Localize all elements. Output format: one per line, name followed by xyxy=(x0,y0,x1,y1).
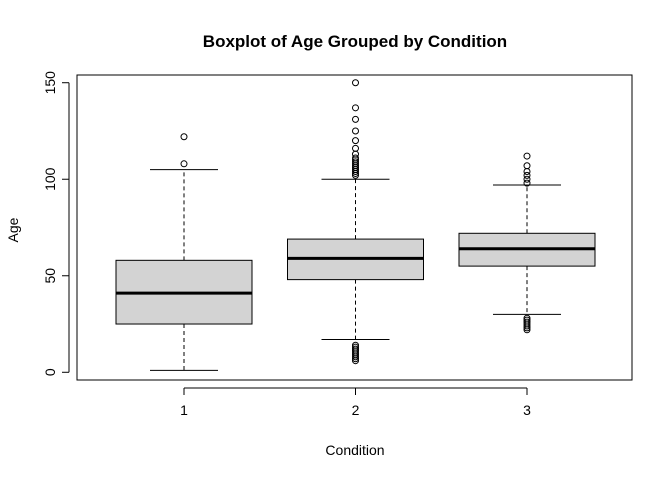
outlier-point xyxy=(523,171,531,179)
outlier-point xyxy=(352,79,359,87)
x-tick-label: 3 xyxy=(523,402,531,418)
y-tick-label: 100 xyxy=(42,167,58,191)
y-tick-label: 0 xyxy=(42,368,58,376)
outlier-point xyxy=(523,175,531,183)
box-group-2 xyxy=(287,79,424,365)
outlier-point xyxy=(352,154,359,162)
outlier-point xyxy=(352,127,359,135)
outlier-point xyxy=(523,316,531,324)
outlier-point xyxy=(352,144,359,152)
y-tick-label: 150 xyxy=(42,71,58,95)
outlier-point xyxy=(352,158,359,166)
plot-frame xyxy=(76,74,633,381)
box-group-1 xyxy=(115,133,253,371)
outlier-point xyxy=(352,345,359,353)
boxes xyxy=(115,79,596,371)
x-axis-label: Condition xyxy=(325,442,384,458)
outlier-point xyxy=(352,115,359,123)
y-axis: 0 50 100 150 xyxy=(42,71,70,376)
y-tick-label: 50 xyxy=(42,268,58,284)
outlier-point xyxy=(523,318,531,326)
box-group-3 xyxy=(458,152,596,334)
outlier-point xyxy=(523,179,531,187)
outlier-point xyxy=(523,162,531,170)
outlier-point xyxy=(180,160,188,168)
y-axis-label: Age xyxy=(5,217,21,242)
outlier-point xyxy=(352,150,359,158)
outlier-point xyxy=(523,314,531,322)
outlier-point xyxy=(352,341,359,349)
outlier-point xyxy=(180,133,188,141)
outlier-point xyxy=(523,152,531,160)
outlier-point xyxy=(352,104,359,112)
chart-title: Boxplot of Age Grouped by Condition xyxy=(203,32,507,51)
outlier-point xyxy=(352,343,359,351)
x-tick-label: 2 xyxy=(352,402,360,418)
x-axis: 1 2 3 xyxy=(180,387,531,418)
outlier-point xyxy=(352,137,359,145)
x-tick-label: 1 xyxy=(180,402,188,418)
outlier-point xyxy=(523,168,531,176)
